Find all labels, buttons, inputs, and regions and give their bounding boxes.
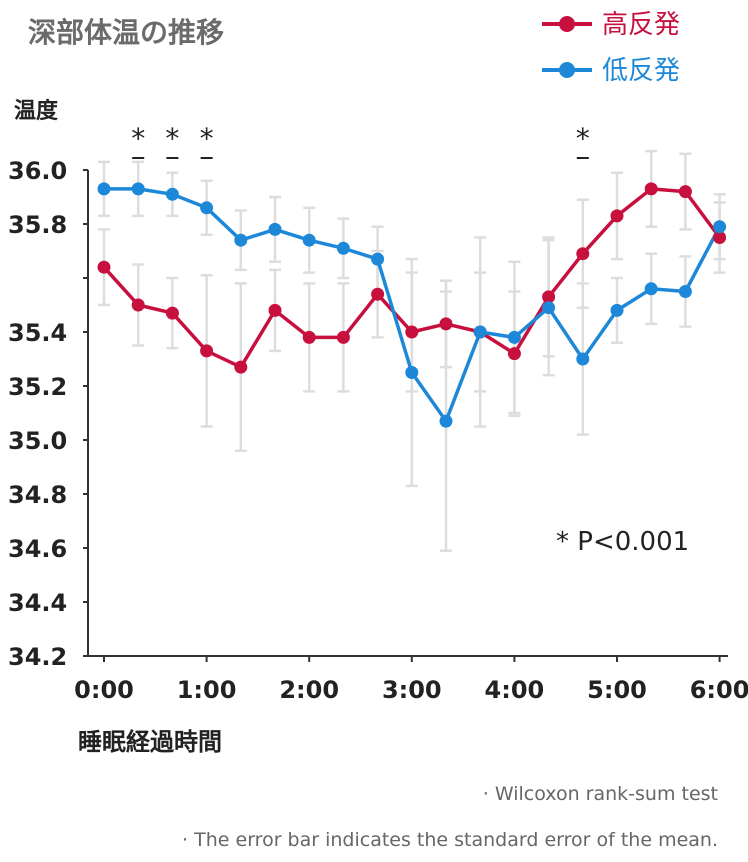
data-point-low [371, 252, 385, 266]
data-point-low [336, 241, 350, 255]
data-point-low [268, 222, 282, 236]
data-point-low [542, 301, 556, 315]
data-point-low [97, 182, 111, 196]
data-point-high [336, 330, 350, 344]
significance-star: * [576, 122, 590, 155]
x-tick-label: 5:00 [587, 676, 647, 704]
data-point-high [234, 360, 248, 374]
legend-label-high: 高反発 [602, 10, 680, 40]
legend: 高反発 低反発 [542, 10, 680, 86]
x-ticks: 0:00 1:00 2:00 3:00 4:00 5:00 6:00 [74, 656, 748, 704]
y-tick-label: 35.4 [8, 319, 67, 347]
legend-label-low: 低反発 [602, 56, 680, 86]
data-point-low [131, 182, 145, 196]
data-point-low [507, 330, 521, 344]
legend-marker-high [559, 16, 575, 32]
x-tick-label: 4:00 [485, 676, 545, 704]
y-axis-label: 温度 [14, 98, 59, 124]
y-tick-label: 35.8 [8, 211, 67, 239]
markers [97, 182, 727, 428]
data-point-high [165, 306, 179, 320]
y-tick-label: 35.0 [8, 427, 67, 455]
error-bars [98, 149, 726, 552]
data-point-high [610, 209, 624, 223]
data-point-low [234, 233, 248, 247]
y-tick-label: 34.4 [8, 589, 67, 617]
legend-marker-low [559, 62, 575, 78]
y-tick-label: 36.0 [8, 157, 67, 185]
data-point-high [302, 330, 316, 344]
data-point-low [439, 414, 453, 428]
data-point-low [610, 303, 624, 317]
x-tick-label: 0:00 [74, 676, 134, 704]
data-point-low [644, 282, 658, 296]
x-tick-label: 6:00 [690, 676, 748, 704]
x-axis-label: 睡眠経過時間 [78, 728, 222, 756]
data-point-high [542, 290, 556, 304]
data-point-high [576, 247, 590, 261]
y-tick-label: 34.6 [8, 535, 67, 563]
data-point-high [678, 185, 692, 199]
y-tick-label: 34.8 [8, 481, 67, 509]
data-point-high [644, 182, 658, 196]
x-tick-label: 1:00 [177, 676, 237, 704]
footnote-test: · Wilcoxon rank-sum test [483, 783, 718, 805]
footnote-error-bar: · The error bar indicates the standard e… [182, 829, 718, 851]
significance-star: * [131, 122, 145, 155]
data-point-high [200, 344, 214, 358]
x-tick-label: 3:00 [382, 676, 442, 704]
data-point-low [165, 187, 179, 201]
x-tick-label: 2:00 [279, 676, 339, 704]
data-point-high [405, 325, 419, 339]
y-tick-label: 35.2 [8, 373, 67, 401]
data-point-high [268, 303, 282, 317]
significance-star: * [165, 122, 179, 155]
data-point-low [576, 352, 590, 366]
data-point-low [678, 285, 692, 298]
data-point-high [97, 260, 111, 274]
data-point-high [439, 317, 453, 331]
chart-title: 深部体温の推移 [28, 16, 224, 49]
data-point-low [713, 220, 727, 234]
data-point-high [131, 298, 145, 312]
data-point-low [405, 366, 419, 379]
y-ticks: 36.0 35.8 35.4 35.2 35.0 34.8 34.6 34.4 34.2 [8, 157, 88, 671]
data-point-low [200, 201, 214, 215]
data-point-low [302, 233, 316, 247]
data-point-high [713, 231, 727, 244]
p-value-note: * P<0.001 [556, 527, 689, 557]
data-point-high [371, 287, 385, 301]
y-tick-label: 34.2 [8, 643, 67, 671]
data-point-high [507, 347, 521, 361]
significance-marks: * * * * [131, 122, 590, 159]
significance-star: * [200, 122, 214, 155]
data-point-low [473, 325, 487, 339]
